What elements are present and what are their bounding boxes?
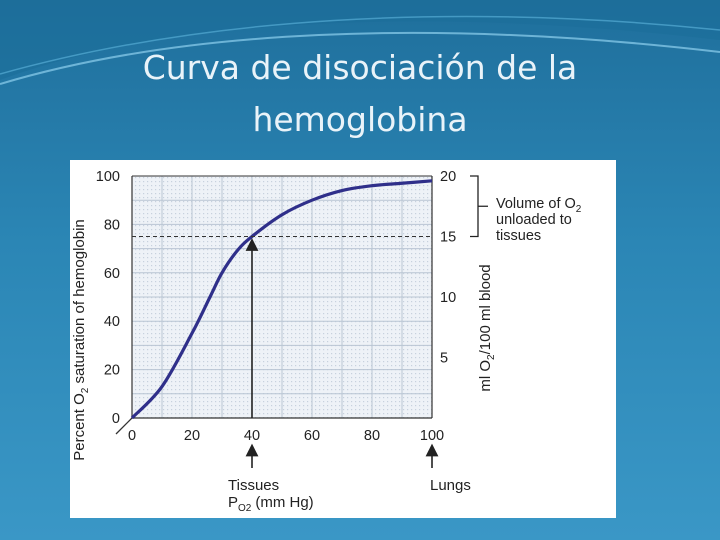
- volume-bracket: [470, 175, 488, 238]
- x-tick-label: 100: [420, 428, 444, 444]
- y-tick-label: 80: [104, 217, 120, 233]
- y-tick-label: 40: [104, 314, 120, 330]
- slide-title: Curva de disociación de la hemoglobina: [0, 42, 720, 146]
- slide-title-line-2: hemoglobina: [252, 100, 468, 139]
- header-swoosh-decoration: [0, 0, 720, 85]
- x-axis-label-po2: PO2 (mm Hg): [228, 494, 314, 514]
- y-tick-label: 60: [104, 266, 120, 282]
- y-tick-label: 100: [96, 169, 120, 185]
- bracket-label-line-2: unloaded to: [496, 212, 572, 228]
- x-tick-label: 20: [184, 428, 200, 444]
- x-tick-label: 80: [364, 428, 380, 444]
- svg-text:Percent O2 saturation of hemog: Percent O2 saturation of hemoglobin: [71, 219, 91, 461]
- slide-title-line-1: Curva de disociación de la: [142, 48, 578, 87]
- x-tick-label: 0: [128, 428, 136, 444]
- y2-tick-label: 5: [440, 351, 448, 367]
- x-tick-label: 40: [244, 428, 260, 444]
- x-tick-label: 60: [304, 428, 320, 444]
- y2-tick-label: 20: [440, 169, 456, 185]
- x-axis-label-tissues: Tissues: [228, 477, 279, 494]
- svg-text:ml O2/100 ml blood: ml O2/100 ml blood: [477, 264, 497, 391]
- y-tick-label: 20: [104, 363, 120, 379]
- y-axis-label: Percent O2 saturation of hemoglobin: [71, 219, 91, 461]
- y2-axis-label: ml O2/100 ml blood: [477, 264, 497, 391]
- bracket-label-line-1: Volume of O2: [496, 196, 582, 215]
- lungs-label: Lungs: [430, 477, 471, 494]
- y2-tick-label: 15: [440, 230, 456, 246]
- oxygen-dissociation-chart: 0 20 40 60 80 100 0 20 40 60 80 100 5 10 15 20 Percent …: [71, 169, 582, 514]
- y-tick-label: 0: [112, 411, 120, 427]
- chart-figure: 0 20 40 60 80 100 0 20 40 60 80 100 5 10 15 20 Percent …: [70, 160, 616, 518]
- y2-tick-label: 10: [440, 290, 456, 306]
- bracket-label-line-3: tissues: [496, 228, 541, 244]
